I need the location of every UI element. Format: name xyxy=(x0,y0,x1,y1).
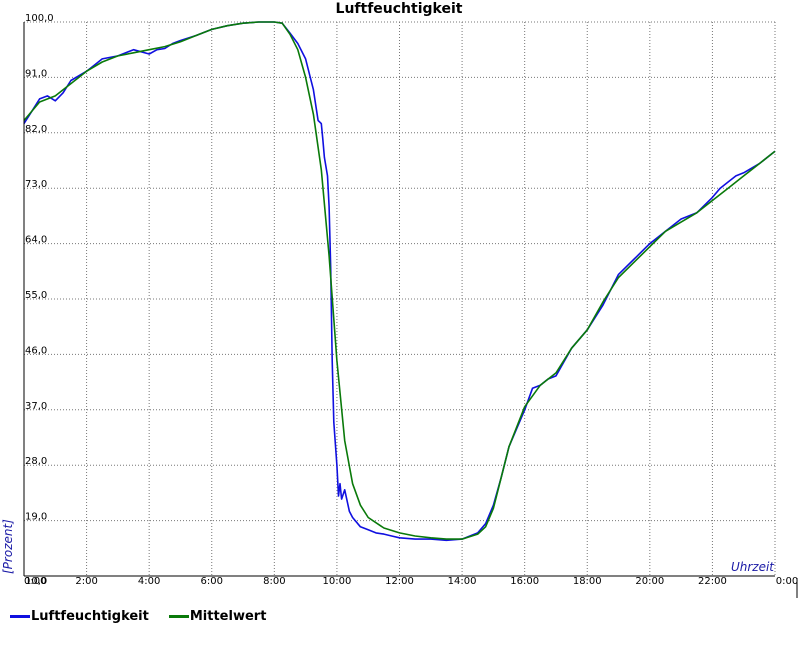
x-tick-label: 6:00 xyxy=(201,576,223,587)
x-tick-label: 14:00 xyxy=(448,576,477,587)
chart-title: Luftfeuchtigkeit xyxy=(336,1,463,17)
legend-swatch-luftfeuchtigkeit xyxy=(10,615,30,618)
x-tick-label: 20:00 xyxy=(635,576,664,587)
legend-item-luftfeuchtigkeit: Luftfeuchtigkeit xyxy=(10,609,149,624)
legend-item-mittelwert: Mittelwert xyxy=(168,609,267,624)
y-tick-label: 10,0 xyxy=(25,576,47,587)
series-line-luftfeuchtigkeit xyxy=(23,21,776,542)
y-tick-label: 73,0 xyxy=(25,179,47,190)
x-axis-ticks: 0:00 2:00 4:00 6:00 8:00 10:00 12:00 14:00 16:00… xyxy=(24,576,798,587)
y-tick-label: 82,0 xyxy=(25,124,47,135)
x-tick-label: 10:00 xyxy=(323,576,352,587)
x-tick-label: 22:00 xyxy=(698,576,727,587)
y-tick-label: 91,0 xyxy=(25,68,47,79)
y-tick-label: 19,0 xyxy=(25,512,47,523)
y-tick-label: 37,0 xyxy=(25,401,47,412)
series-lines xyxy=(23,21,776,542)
y-tick-label: 55,0 xyxy=(25,290,47,301)
legend-label-luftfeuchtigkeit: Luftfeuchtigkeit xyxy=(31,609,149,624)
x-tick-label: 18:00 xyxy=(573,576,602,587)
series-line-mittelwert xyxy=(23,21,776,540)
x-tick-label: 4:00 xyxy=(138,576,160,587)
legend-label-mittelwert: Mittelwert xyxy=(189,609,267,624)
humidity-chart: Luftfeuchtigkeit 10,0 19,0 28,0 37,0 46,0 55,… xyxy=(1,1,798,598)
x-tick-label: 0:00 xyxy=(776,576,798,587)
x-tick-label: 2:00 xyxy=(75,576,97,587)
y-tick-label: 46,0 xyxy=(25,345,47,356)
y-axis-ticks: 10,0 19,0 28,0 37,0 46,0 55,0 64,0 73,0 82,0 91,0… xyxy=(25,13,54,587)
y-tick-label: 100,0 xyxy=(25,13,54,24)
x-tick-label: 12:00 xyxy=(385,576,414,587)
grid-lines xyxy=(24,21,776,576)
y-tick-label: 28,0 xyxy=(25,456,47,467)
x-tick-label: 0:00 xyxy=(24,576,46,587)
x-axis-label: Uhrzeit xyxy=(731,560,775,574)
legend-swatch-mittelwert xyxy=(168,615,189,618)
y-axis-label: [Prozent] xyxy=(1,519,15,574)
legend: Luftfeuchtigkeit Mittelwert xyxy=(10,609,286,624)
x-tick-label: 8:00 xyxy=(263,576,285,587)
x-tick-label: 16:00 xyxy=(510,576,539,587)
y-tick-label: 64,0 xyxy=(25,235,47,246)
